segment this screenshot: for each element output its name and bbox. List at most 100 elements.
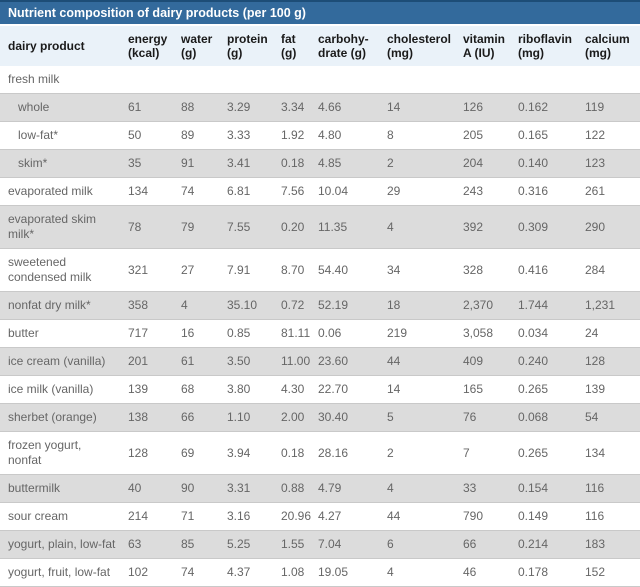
value-cell-carbohydrate: 0.06 [318, 326, 342, 340]
value-cell-cholesterol: 44 [379, 347, 455, 376]
value-cell-vitamin-a: 392 [455, 205, 510, 249]
value-cell-vitamin-a: 409 [455, 347, 510, 376]
value-cell-riboflavin: 0.034 [518, 326, 549, 340]
value-cell-cholesterol: 44 [387, 509, 401, 523]
value-cell-vitamin-a: 204 [455, 149, 510, 178]
value-cell-calcium: 284 [585, 262, 606, 277]
column-header-cholesterol: cholesterol (mg) [379, 26, 455, 66]
table-row: buttermilk 40 90 3.31 0.88 4.79 4 33 0.154 116 [0, 474, 640, 503]
group-header-row: fresh milk [0, 66, 640, 94]
value-cell-protein: 3.29 [219, 93, 273, 122]
table-row: low-fat* 50 89 3.33 1.92 4.80 8 205 0.165 122 [0, 122, 640, 150]
value-cell-water: 16 [181, 326, 195, 340]
value-cell-calcium: 134 [585, 445, 606, 460]
value-cell-carbohydrate: 4.80 [318, 128, 342, 142]
product-cell: evaporated skim milk* [0, 205, 120, 249]
product-cell: ice milk (vanilla) [8, 382, 94, 396]
table-row: nonfat dry milk* 358 4 35.10 0.72 52.19 18 2,37… [0, 291, 640, 320]
value-cell-fat: 2.00 [273, 403, 310, 432]
value-cell-energy: 78 [120, 205, 173, 249]
value-cell-carbohydrate: 11.35 [310, 205, 379, 249]
value-cell-fat: 81.11 [281, 326, 311, 340]
product-cell: frozen yogurt, nonfat [8, 438, 82, 467]
value-cell-energy: 138 [120, 403, 173, 432]
value-cell-energy: 201 [120, 347, 173, 376]
table-row: evaporated skim milk* 78 79 7.55 0.20 11.35 4 3… [0, 205, 640, 249]
product-cell: nonfat dry milk* [0, 291, 120, 320]
value-cell-water: 90 [173, 474, 219, 503]
value-cell-energy: 128 [128, 445, 149, 460]
value-cell-protein: 3.33 [227, 128, 251, 142]
value-cell-protein: 3.80 [227, 382, 251, 396]
value-cell-vitamin-a: 33 [455, 474, 510, 503]
value-cell-protein: 7.91 [227, 262, 251, 277]
product-cell: yogurt, plain, low-fat [0, 530, 120, 559]
column-header-dairy-product: dairy product [0, 26, 120, 66]
product-cell: low-fat* [18, 128, 59, 142]
product-cell: skim* [0, 149, 120, 178]
value-cell-calcium: 116 [585, 509, 605, 523]
value-cell-fat: 8.70 [281, 262, 305, 277]
value-cell-riboflavin: 0.309 [510, 205, 577, 249]
value-cell-fat [273, 66, 310, 94]
value-cell-carbohydrate: 4.27 [318, 509, 342, 523]
value-cell-fat: 0.18 [273, 149, 310, 178]
value-cell-energy: 134 [128, 184, 149, 198]
value-cell-energy: 102 [128, 565, 149, 579]
product-cell: ice cream (vanilla) [0, 347, 120, 376]
value-cell-protein: 3.16 [227, 509, 251, 523]
value-cell-carbohydrate: 19.05 [318, 565, 349, 579]
table-row: evaporated milk 134 74 6.81 7.56 10.04 29 243 0.… [0, 178, 640, 206]
value-cell-energy: 214 [128, 509, 149, 523]
value-cell-carbohydrate: 23.60 [310, 347, 379, 376]
value-cell-fat: 1.08 [281, 565, 305, 579]
value-cell-cholesterol: 34 [387, 262, 401, 277]
value-cell-calcium: 119 [577, 93, 640, 122]
table-head: dairy product energy (kcal) water (g) protein… [0, 26, 640, 66]
column-header-riboflavin: riboflavin (mg) [510, 26, 577, 66]
value-cell-water: 88 [173, 93, 219, 122]
value-cell-vitamin-a: 2,370 [455, 291, 510, 320]
value-cell-riboflavin: 0.316 [518, 184, 549, 198]
value-cell-cholesterol [379, 66, 455, 94]
value-cell-carbohydrate [310, 66, 379, 94]
table-row: ice cream (vanilla) 201 61 3.50 11.00 23.60 44… [0, 347, 640, 376]
table-row: skim* 35 91 3.41 0.18 4.85 2 204 0.140 123 [0, 149, 640, 178]
product-cell: sherbet (orange) [0, 403, 120, 432]
value-cell-fat: 0.88 [273, 474, 310, 503]
value-cell-energy: 35 [120, 149, 173, 178]
value-cell-cholesterol: 4 [387, 565, 394, 579]
value-cell-energy: 358 [120, 291, 173, 320]
value-cell-protein: 5.25 [219, 530, 273, 559]
value-cell-cholesterol: 4 [379, 205, 455, 249]
table-row: sweetened condensed milk 321 27 7.91 8.70 54.… [0, 249, 640, 292]
table-title-bar: Nutrient composition of dairy products (… [0, 0, 640, 24]
table-row: frozen yogurt, nonfat 128 69 3.94 0.18 28.16 2… [0, 432, 640, 475]
table-row: sherbet (orange) 138 66 1.10 2.00 30.40 5 76 0.0… [0, 403, 640, 432]
value-cell-vitamin-a: 46 [463, 565, 477, 579]
value-cell-vitamin-a: 66 [455, 530, 510, 559]
product-cell: yogurt, fruit, low-fat [8, 565, 111, 579]
product-cell: evaporated milk [8, 184, 93, 198]
value-cell-calcium: 152 [585, 565, 606, 579]
value-cell-vitamin-a: 243 [463, 184, 484, 198]
value-cell-riboflavin: 0.162 [510, 93, 577, 122]
value-cell-vitamin-a: 328 [463, 262, 484, 277]
value-cell-calcium: 139 [585, 382, 606, 396]
value-cell-calcium: 1,231 [577, 291, 640, 320]
value-cell-energy [120, 66, 173, 94]
value-cell-cholesterol: 5 [379, 403, 455, 432]
table-row: whole 61 88 3.29 3.34 4.66 14 126 0.162 119 [0, 93, 640, 122]
column-header-carbohydrate: carbohy-drate (g) [310, 26, 379, 66]
value-cell-cholesterol: 29 [387, 184, 401, 198]
value-cell-protein: 3.31 [219, 474, 273, 503]
value-cell-fat: 3.34 [273, 93, 310, 122]
value-cell-fat: 4.30 [281, 382, 305, 396]
value-cell-cholesterol: 2 [387, 445, 394, 460]
column-header-protein: protein (g) [219, 26, 273, 66]
value-cell-water: 4 [173, 291, 219, 320]
table-row: sour cream 214 71 3.16 20.96 4.27 44 790 0.149 11… [0, 503, 640, 531]
value-cell-cholesterol: 14 [387, 382, 401, 396]
value-cell-vitamin-a: 205 [463, 128, 484, 142]
